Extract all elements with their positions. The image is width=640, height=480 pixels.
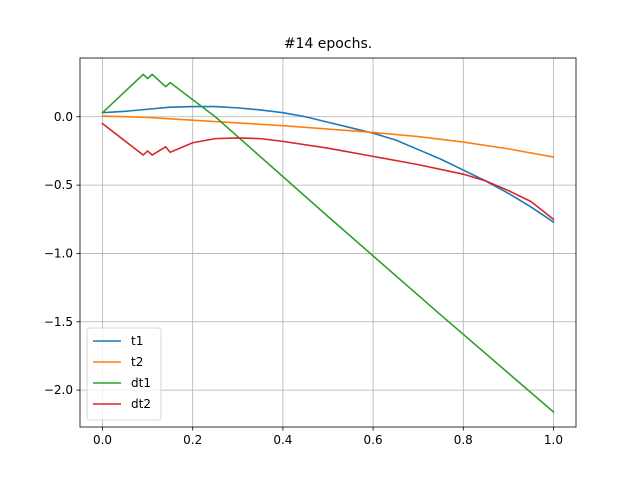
y-tick-label: −1.0 [44,246,73,260]
x-tick-label: 1.0 [544,433,563,447]
legend-box [86,327,162,421]
series-line-dt2 [101,122,555,221]
legend-label-t1: t1 [131,334,143,348]
y-tick-label: −1.5 [44,315,73,329]
legend: t1 t2 dt1 dt2 [86,327,162,421]
x-tick-label: 0.6 [364,433,383,447]
legend-label-dt1: dt1 [131,376,151,390]
legend-label-dt2: dt2 [131,397,151,411]
x-tick-label: 0.2 [183,433,202,447]
series-line-dt1 [101,73,555,414]
y-tick-label: −2.0 [44,383,73,397]
series-lines [101,73,555,414]
legend-label-t2: t2 [131,355,143,369]
x-axis-ticks: 0.0 0.2 0.4 0.6 0.8 1.0 [93,427,563,447]
series-line-t1 [101,105,555,224]
y-axis-ticks: 0.0 −0.5 −1.0 −1.5 −2.0 [44,110,80,397]
y-tick-label: −0.5 [44,178,73,192]
x-tick-label: 0.8 [454,433,473,447]
plot-area [80,58,576,427]
x-tick-label: 0.4 [273,433,292,447]
series-line-t2 [101,115,555,159]
x-tick-label: 0.0 [93,433,112,447]
y-tick-label: 0.0 [54,110,73,124]
plot-frame [79,57,577,428]
chart-title: #14 epochs. [284,36,372,52]
